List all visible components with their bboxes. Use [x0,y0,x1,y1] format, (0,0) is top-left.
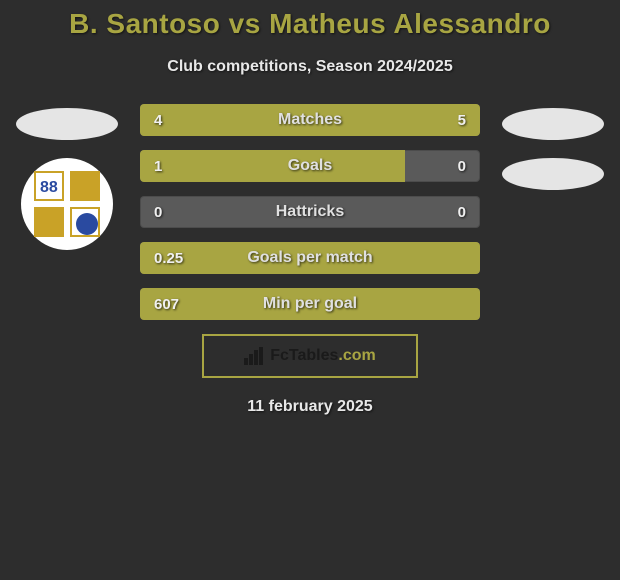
club-badge-left: 88 [21,158,113,250]
stat-value-left: 1 [154,150,162,182]
bar-segment-right [290,104,480,136]
stat-row: 10Goals [140,150,480,182]
bar-segment-left [140,288,480,320]
bar-segment-left [140,242,480,274]
comparison-card: B. Santoso vs Matheus Alessandro Club co… [0,0,620,416]
badge-number: 88 [40,179,58,197]
bar-chart-icon [244,347,264,365]
compare-area: 88 45Matches10Goals00Hattricks0.25Goals … [0,104,620,320]
stat-value-right: 0 [458,150,466,182]
brand-label: FcTables.com [270,347,376,365]
stat-value-right: 0 [458,196,466,228]
subtitle: Club competitions, Season 2024/2025 [0,58,620,76]
bar-segment-left [140,150,405,182]
player-flag-right-1 [502,108,604,140]
soccer-ball-icon [76,213,98,235]
stat-value-left: 4 [154,104,162,136]
bar-segment-left [140,104,290,136]
stat-row: 607Min per goal [140,288,480,320]
page-title: B. Santoso vs Matheus Alessandro [0,8,620,40]
player-flag-right-2 [502,158,604,190]
right-player-col [498,104,608,190]
stat-label: Hattricks [140,196,480,228]
stat-value-left: 0.25 [154,242,183,274]
stat-value-left: 0 [154,196,162,228]
stat-value-left: 607 [154,288,179,320]
stat-value-right: 5 [458,104,466,136]
stat-row: 0 0Hattricks [140,196,480,228]
stat-row: 0.25Goals per match [140,242,480,274]
stats-bars: 45Matches10Goals00Hattricks0.25Goals per… [140,104,480,320]
left-player-col: 88 [12,104,122,250]
stat-row: 45Matches [140,104,480,136]
brand-box[interactable]: FcTables.com [202,334,418,378]
player-flag-left [16,108,118,140]
date-label: 11 february 2025 [0,398,620,416]
